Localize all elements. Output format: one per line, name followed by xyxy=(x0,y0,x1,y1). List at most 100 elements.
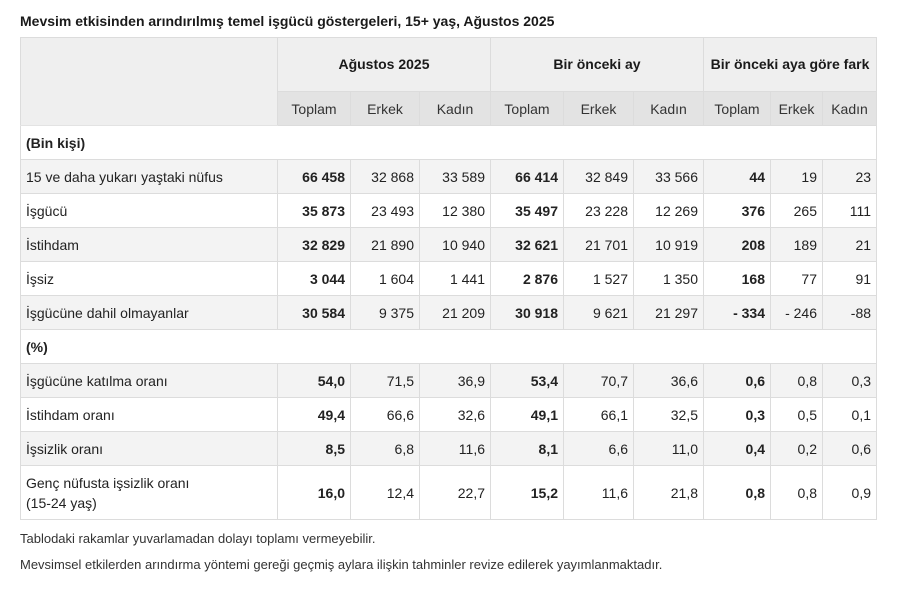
table-cell: 66 414 xyxy=(490,159,564,194)
table-cell: 8,1 xyxy=(490,431,564,466)
table-cell: 44 xyxy=(703,159,771,194)
table-title: Mevsim etkisinden arındırılmış temel işg… xyxy=(20,13,555,29)
table-cell: 15,2 xyxy=(490,465,564,520)
row-label: İşgücü xyxy=(20,193,278,228)
row-label: 15 ve daha yukarı yaştaki nüfus xyxy=(20,159,278,194)
footnote-rounding: Tablodaki rakamlar yuvarlamadan dolayı t… xyxy=(20,531,376,546)
subheader-total: Toplam xyxy=(490,91,564,126)
row-label: Genç nüfusta işsizlik oranı (15-24 yaş) xyxy=(20,465,278,520)
row-label: İşgücüne katılma oranı xyxy=(20,363,278,398)
table-cell: 0,4 xyxy=(703,431,771,466)
header-corner xyxy=(20,37,278,126)
table-cell: 11,6 xyxy=(419,431,491,466)
table-cell: 10 919 xyxy=(633,227,704,262)
table-cell: 21 209 xyxy=(419,295,491,330)
table-cell: 35 497 xyxy=(490,193,564,228)
table-cell: 12,4 xyxy=(350,465,420,520)
table-row: İşgücüne katılma oranı 54,0 71,5 36,9 53… xyxy=(20,363,878,398)
table-cell: 33 566 xyxy=(633,159,704,194)
subheader-male: Erkek xyxy=(770,91,823,126)
group-header-difference: Bir önceki aya göre fark xyxy=(702,37,878,92)
table-row: İşgücüne dahil olmayanlar 30 584 9 375 2… xyxy=(20,295,878,330)
table-cell: - 246 xyxy=(770,295,823,330)
table-cell: 35 873 xyxy=(277,193,351,228)
table-cell: 0,3 xyxy=(703,397,771,432)
table-cell: 66,6 xyxy=(350,397,420,432)
table-cell: 9 375 xyxy=(350,295,420,330)
table-cell: 10 940 xyxy=(419,227,491,262)
table-row: İşgücü 35 873 23 493 12 380 35 497 23 22… xyxy=(20,193,878,228)
table-cell: 77 xyxy=(770,261,823,296)
table-cell: 32 621 xyxy=(490,227,564,262)
row-label: İstihdam oranı xyxy=(20,397,278,432)
subheader-male: Erkek xyxy=(563,91,634,126)
table-cell: 21 890 xyxy=(350,227,420,262)
table-cell: 23 493 xyxy=(350,193,420,228)
group-header-current: Ağustos 2025 xyxy=(277,37,491,92)
labour-indicators-table: Ağustos 2025 Bir önceki ay Bir önceki ay… xyxy=(19,37,878,520)
section-label-thousands: (Bin kişi) xyxy=(19,125,878,160)
table-cell: 0,9 xyxy=(821,465,878,520)
table-cell: 168 xyxy=(703,261,771,296)
table-cell: -88 xyxy=(821,295,878,330)
subheader-female: Kadın xyxy=(821,91,878,126)
table-cell: 49,4 xyxy=(277,397,351,432)
table-cell: 0,5 xyxy=(770,397,823,432)
table-cell: 16,0 xyxy=(277,465,351,520)
table-cell: 70,7 xyxy=(563,363,634,398)
section-label-percent: (%) xyxy=(19,329,878,364)
row-label: İşsiz xyxy=(20,261,278,296)
table-cell: 32 849 xyxy=(563,159,634,194)
table-row: İstihdam 32 829 21 890 10 940 32 621 21 … xyxy=(20,227,878,262)
row-label: İşgücüne dahil olmayanlar xyxy=(20,295,278,330)
table-cell: 12 380 xyxy=(419,193,491,228)
table-cell: 1 527 xyxy=(563,261,634,296)
table-cell: 0,6 xyxy=(703,363,771,398)
table-cell: 3 044 xyxy=(277,261,351,296)
table-cell: 32,5 xyxy=(633,397,704,432)
table-cell: 30 584 xyxy=(277,295,351,330)
table-cell: 53,4 xyxy=(490,363,564,398)
table-cell: 6,6 xyxy=(563,431,634,466)
row-label-line: (15-24 yaş) xyxy=(26,494,97,511)
table-cell: 32,6 xyxy=(419,397,491,432)
table-cell: 23 xyxy=(821,159,878,194)
table-cell: 19 xyxy=(770,159,823,194)
table-cell: 32 868 xyxy=(350,159,420,194)
table-cell: 21 297 xyxy=(633,295,704,330)
table-cell: 189 xyxy=(770,227,823,262)
table-cell: 36,6 xyxy=(633,363,704,398)
table-cell: 0,6 xyxy=(821,431,878,466)
table-row: İstihdam oranı 49,4 66,6 32,6 49,1 66,1 … xyxy=(20,397,878,432)
subheader-female: Kadın xyxy=(633,91,704,126)
table-cell: 21,8 xyxy=(633,465,704,520)
table-cell: 208 xyxy=(703,227,771,262)
table-cell: 6,8 xyxy=(350,431,420,466)
row-label: İşsizlik oranı xyxy=(20,431,278,466)
table-cell: 8,5 xyxy=(277,431,351,466)
table-cell: 1 604 xyxy=(350,261,420,296)
table-cell: 32 829 xyxy=(277,227,351,262)
table-row: İşsizlik oranı 8,5 6,8 11,6 8,1 6,6 11,0… xyxy=(20,431,878,466)
table-cell: 11,0 xyxy=(633,431,704,466)
row-label-line: Genç nüfusta işsizlik oranı xyxy=(26,474,190,491)
table-cell: 1 350 xyxy=(633,261,704,296)
group-header-previous: Bir önceki ay xyxy=(490,37,704,92)
subheader-total: Toplam xyxy=(277,91,351,126)
table-cell: 0,3 xyxy=(821,363,878,398)
table-cell: 376 xyxy=(703,193,771,228)
table-cell: 23 228 xyxy=(563,193,634,228)
table-cell: 21 701 xyxy=(563,227,634,262)
table-cell: 1 441 xyxy=(419,261,491,296)
table-cell: 36,9 xyxy=(419,363,491,398)
table-cell: 2 876 xyxy=(490,261,564,296)
table-row: 15 ve daha yukarı yaştaki nüfus 66 458 3… xyxy=(20,159,878,194)
table-cell: 21 xyxy=(821,227,878,262)
table-cell: - 334 xyxy=(703,295,771,330)
table-cell: 54,0 xyxy=(277,363,351,398)
table-cell: 22,7 xyxy=(419,465,491,520)
table-cell: 9 621 xyxy=(563,295,634,330)
table-row: Genç nüfusta işsizlik oranı (15-24 yaş) … xyxy=(20,465,878,520)
table-cell: 49,1 xyxy=(490,397,564,432)
table-cell: 111 xyxy=(821,193,878,228)
